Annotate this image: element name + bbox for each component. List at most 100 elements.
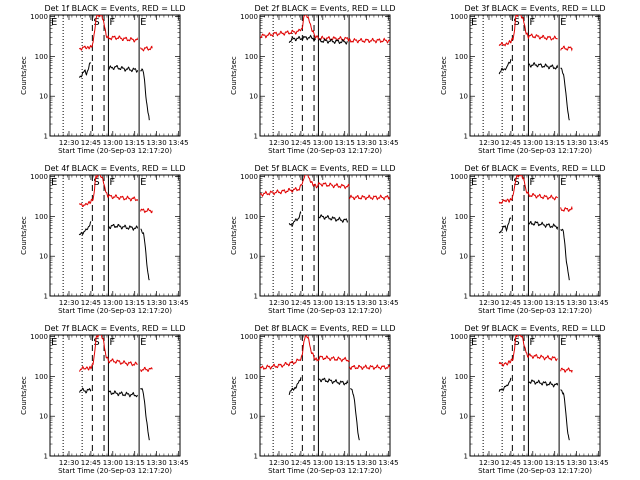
marker-label-e: E — [560, 177, 566, 188]
plot-frame — [259, 174, 391, 297]
y-tick-label: 100 — [245, 53, 258, 61]
y-tick-label: 1 — [44, 453, 48, 461]
x-tick-label: 13:00 — [313, 139, 333, 147]
marker-label-e: E — [51, 337, 57, 348]
marker-label-e: E — [140, 177, 146, 188]
events-series-line — [560, 389, 570, 441]
y-tick-label: 10 — [249, 413, 258, 421]
y-tick-label: 1000 — [240, 333, 258, 341]
x-tick-label: 12:30 — [59, 139, 79, 147]
y-tick-label: 1 — [464, 453, 468, 461]
marker-label-e: E — [471, 177, 477, 188]
x-tick-label: 12:30 — [269, 459, 289, 467]
x-tick-label: 13:30 — [357, 299, 377, 307]
x-tick-label: 13:30 — [567, 139, 587, 147]
panel-1: Det 1f BLACK = Events, RED = LLD 1 10 100 10… — [20, 4, 189, 155]
lld-series-line — [348, 364, 390, 371]
marker-label-s: S — [513, 17, 519, 28]
events-series-line — [318, 214, 349, 224]
y-axis-label: Counts/sec — [20, 56, 28, 95]
marker-label-e: E — [51, 17, 57, 28]
y-tick-label: 1000 — [450, 13, 468, 21]
x-tick-label: 13:30 — [357, 459, 377, 467]
y-axis-label: Counts/sec — [230, 56, 238, 95]
panel-7: Det 7f BLACK = Events, RED = LLD 1 10 100 10… — [20, 324, 189, 475]
y-tick-label: 100 — [35, 373, 48, 381]
panel-3: Det 3f BLACK = Events, RED = LLD 1 10 100 10… — [440, 4, 609, 155]
y-tick-label: 100 — [455, 373, 468, 381]
y-tick-label: 1000 — [30, 333, 48, 341]
y-axis-label: Counts/sec — [230, 376, 238, 415]
panel-9: Det 9f BLACK = Events, RED = LLD 1 10 100 10… — [440, 324, 609, 475]
events-series-line — [140, 228, 150, 281]
y-tick-label: 1000 — [30, 173, 48, 181]
y-tick-label: 100 — [455, 53, 468, 61]
lld-series-line — [498, 15, 558, 47]
lld-series-line — [140, 207, 153, 214]
x-axis-label: Start Time (20-Sep-03 12:17:20) — [268, 307, 382, 315]
x-tick-label: 12:30 — [479, 299, 499, 307]
events-series-line — [288, 377, 302, 396]
events-series-line — [318, 37, 348, 45]
x-tick-label: 13:45 — [378, 139, 398, 147]
y-axis-label: Counts/sec — [440, 56, 448, 95]
x-tick-label: 12:45 — [291, 459, 311, 467]
panel-title: Det 6f BLACK = Events, RED = LLD — [464, 164, 605, 173]
events-series-line — [498, 217, 512, 234]
marker-label-s: S — [513, 177, 519, 188]
y-tick-label: 10 — [459, 253, 468, 261]
y-tick-label: 1 — [254, 453, 258, 461]
marker-label-e: E — [140, 17, 146, 28]
y-tick-label: 10 — [459, 413, 468, 421]
y-tick-label: 10 — [39, 413, 48, 421]
plot-frame — [469, 174, 601, 297]
y-tick-label: 1000 — [450, 173, 468, 181]
marker-label-s: S — [93, 17, 99, 28]
x-tick-label: 13:00 — [103, 299, 123, 307]
x-tick-label: 12:45 — [501, 459, 521, 467]
lld-series-line — [560, 205, 573, 212]
events-series-line — [79, 387, 92, 394]
panel-4: Det 4f BLACK = Events, RED = LLD 1 10 100 10… — [20, 164, 189, 315]
x-tick-label: 13:30 — [147, 299, 167, 307]
x-tick-label: 13:15 — [545, 299, 565, 307]
events-series-line — [350, 387, 360, 441]
plot-frame — [469, 14, 601, 137]
events-series-line — [108, 390, 138, 398]
x-tick-label: 13:45 — [168, 459, 188, 467]
y-tick-label: 100 — [35, 53, 48, 61]
x-tick-label: 13:15 — [545, 139, 565, 147]
marker-label-s: S — [93, 177, 99, 188]
events-series-line — [560, 228, 570, 281]
panel-2: Det 2f BLACK = Events, RED = LLD 1 10 100 10… — [230, 4, 399, 155]
marker-label-e: E — [51, 177, 57, 188]
y-tick-label: 100 — [455, 213, 468, 221]
x-axis-label: Start Time (20-Sep-03 12:17:20) — [58, 147, 172, 155]
y-tick-label: 1 — [44, 133, 48, 141]
x-tick-label: 13:15 — [125, 139, 145, 147]
y-axis-label: Counts/sec — [230, 216, 238, 255]
x-tick-label: 13:45 — [168, 139, 188, 147]
panel-title: Det 7f BLACK = Events, RED = LLD — [44, 324, 185, 333]
x-tick-label: 13:30 — [567, 459, 587, 467]
x-axis-label: Start Time (20-Sep-03 12:17:20) — [58, 467, 172, 475]
lld-series-line — [498, 175, 559, 204]
marker-label-f: F — [109, 177, 115, 188]
events-series-line — [528, 220, 559, 231]
y-tick-label: 10 — [459, 93, 468, 101]
events-series-line — [560, 67, 570, 121]
events-series-line — [498, 377, 512, 392]
x-tick-label: 13:45 — [588, 139, 608, 147]
y-tick-label: 1 — [254, 293, 258, 301]
plot-frame — [49, 174, 181, 297]
x-axis-label: Start Time (20-Sep-03 12:17:20) — [268, 147, 382, 155]
lld-series-line — [560, 45, 573, 52]
x-tick-label: 13:45 — [378, 299, 398, 307]
x-tick-label: 13:30 — [567, 299, 587, 307]
x-tick-label: 12:45 — [291, 299, 311, 307]
x-tick-label: 13:15 — [335, 139, 355, 147]
x-tick-label: 12:45 — [291, 139, 311, 147]
x-tick-label: 13:45 — [588, 299, 608, 307]
panel-5: Det 5f BLACK = Events, RED = LLD 1 10 100 10… — [230, 164, 399, 315]
